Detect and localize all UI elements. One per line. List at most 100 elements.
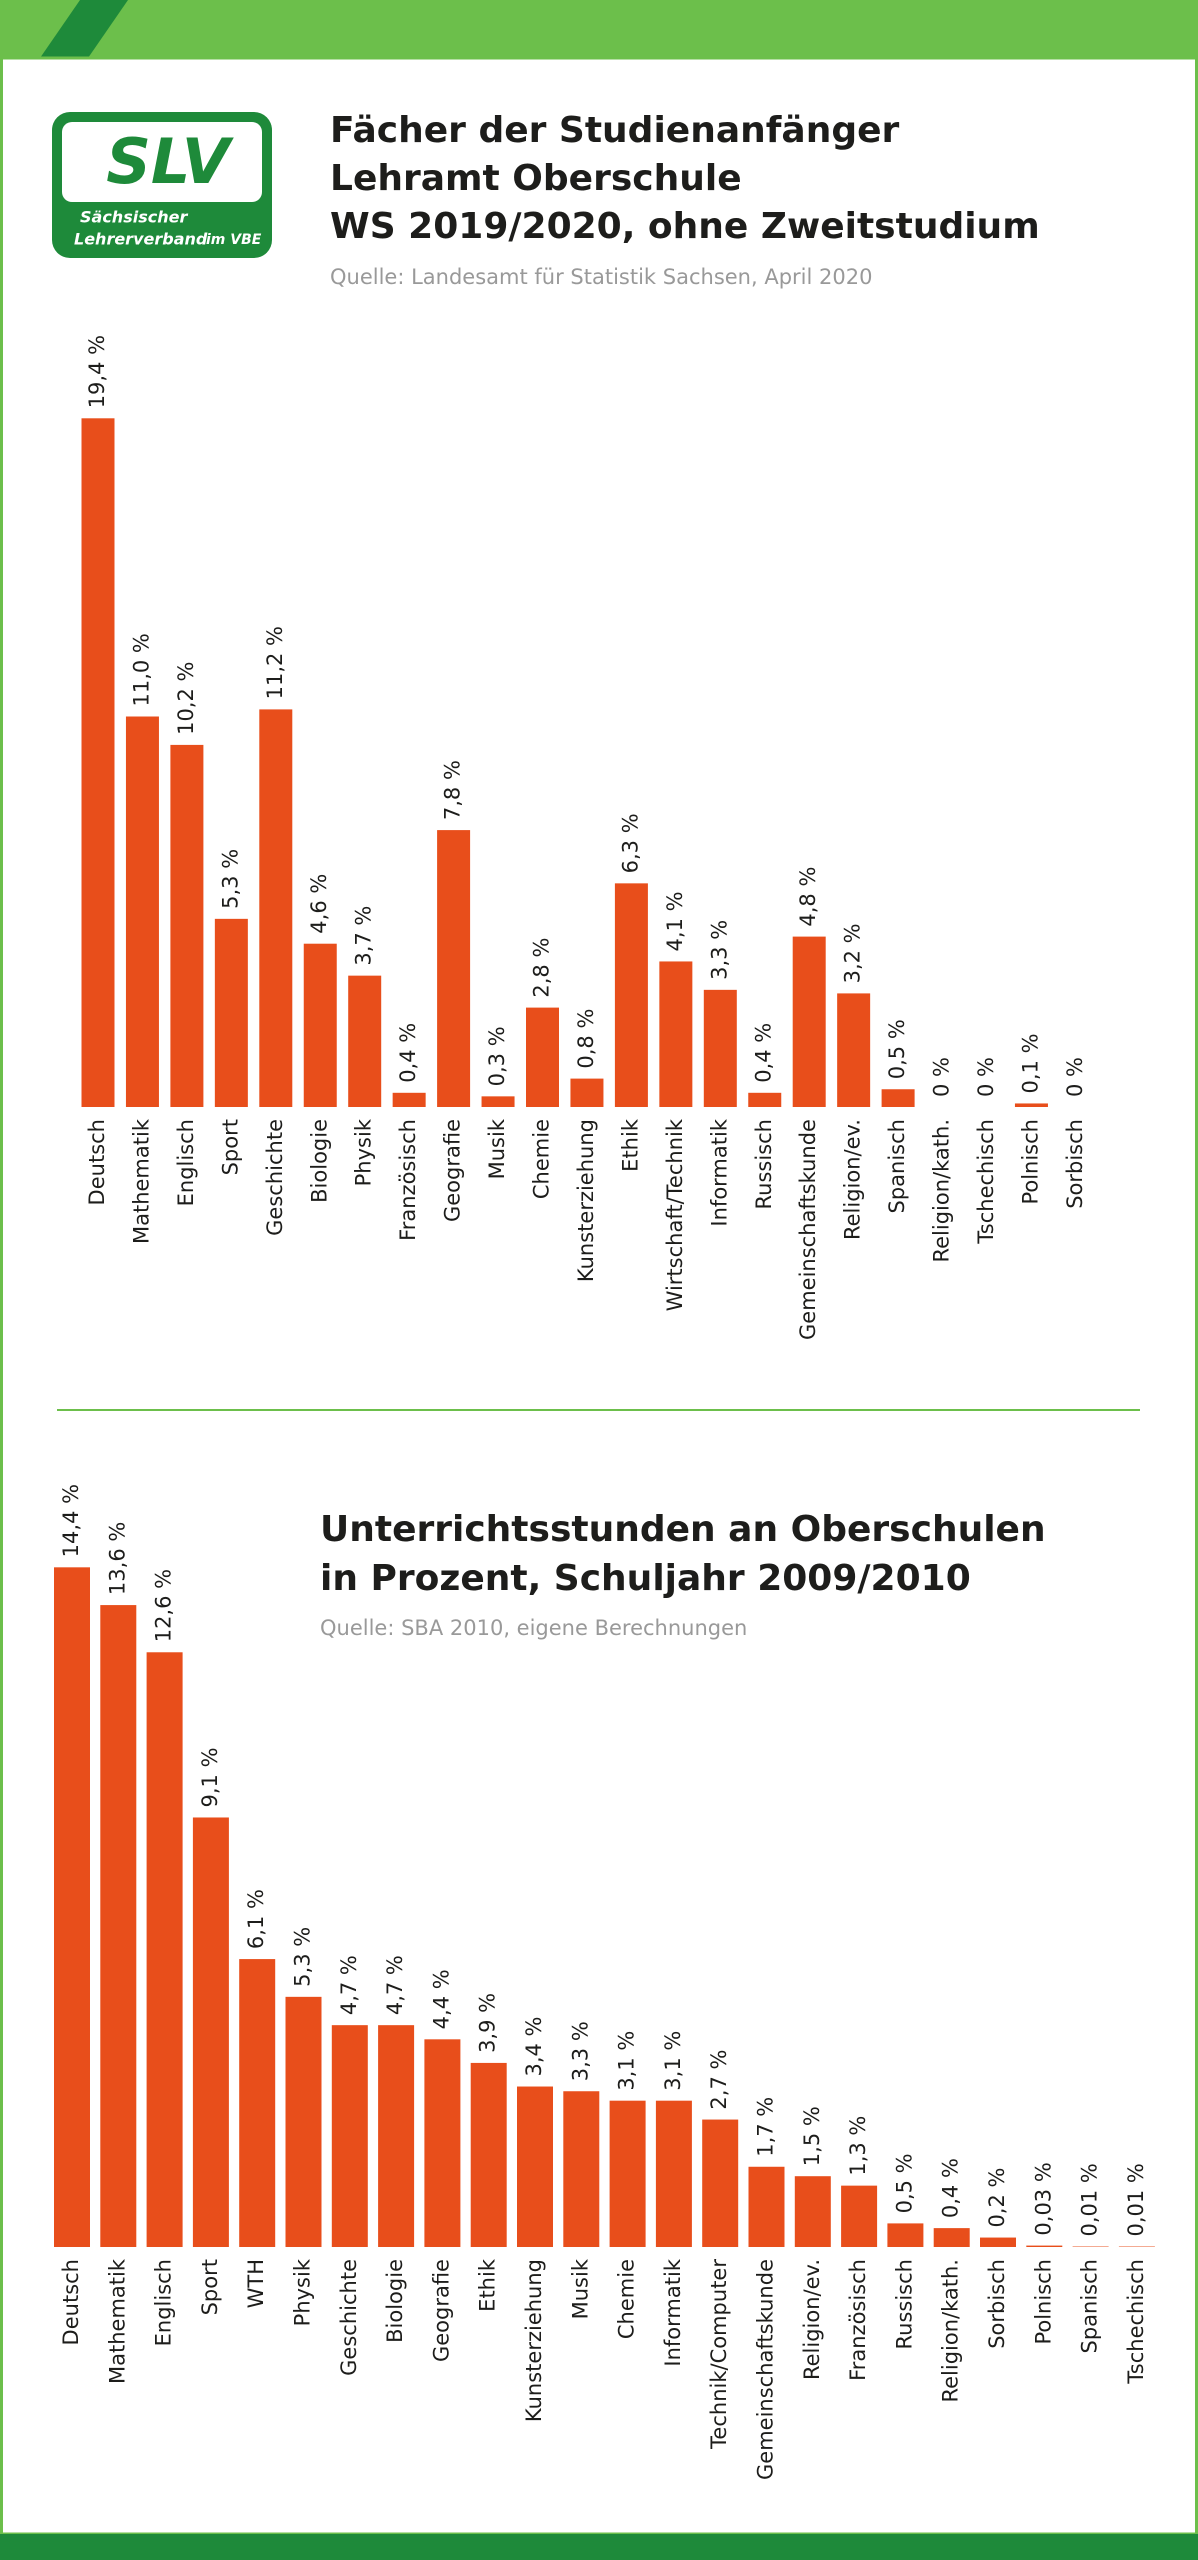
value-label: 0,5 % (885, 1019, 909, 1079)
x-tick-label: Gemeinschaftskunde (754, 2259, 778, 2480)
bar (1014, 1103, 1048, 1107)
bar (841, 2185, 878, 2247)
bar (517, 2086, 553, 2247)
value-label: 0 % (1063, 1057, 1087, 1097)
value-label: 4,7 % (337, 1955, 361, 2015)
bar (748, 1092, 782, 1107)
x-tick-label: Spanisch (1078, 2259, 1102, 2353)
logo-mark: SLV (106, 125, 235, 198)
value-label: 3,7 % (352, 906, 376, 966)
value-label: 7,8 % (441, 760, 465, 820)
bar (881, 1089, 915, 1107)
bar (303, 943, 337, 1107)
bar (331, 2025, 368, 2247)
bar (748, 2166, 785, 2247)
x-tick-label: WTH (244, 2259, 268, 2308)
top-stripe (40, 0, 128, 58)
value-label: 3,3 % (707, 920, 731, 980)
bar (214, 918, 248, 1107)
value-label: 0,03 % (1031, 2162, 1055, 2235)
x-tick-label: Kunsterziehung (522, 2259, 546, 2422)
value-label: 4,1 % (663, 891, 687, 951)
x-tick-label: Russisch (892, 2259, 916, 2349)
x-tick-label: Geschichte (263, 1119, 287, 1236)
bar (659, 961, 693, 1107)
value-label: 0,3 % (485, 1026, 509, 1086)
value-label: 12,6 % (152, 1569, 176, 1642)
bar (81, 418, 115, 1107)
value-label: 0,4 % (939, 2158, 963, 2218)
x-tick-label: Geografie (441, 1119, 465, 1222)
bar (703, 989, 737, 1107)
x-tick-label: Sorbisch (985, 2259, 1009, 2349)
value-label: 0 % (930, 1057, 954, 1097)
bar (239, 1959, 276, 2247)
x-tick-label: Ethik (618, 1118, 642, 1172)
x-tick-label: Musik (568, 2258, 592, 2319)
bar (54, 1567, 90, 2247)
value-label: 4,6 % (307, 874, 331, 934)
x-tick-label: Kunsterziehung (574, 1119, 598, 1282)
bar (794, 2176, 831, 2247)
value-label: 3,9 % (476, 1993, 500, 2053)
value-label: 3,2 % (841, 923, 865, 983)
chart-title: Unterrichtsstunden an Oberschulen (320, 1509, 1046, 1550)
bar (424, 2039, 461, 2247)
value-label: 4,8 % (796, 867, 820, 927)
x-tick-label: Technik/Computer (707, 2259, 731, 2450)
bar (378, 2025, 415, 2247)
x-tick-label: Mathematik (105, 2258, 129, 2384)
bar (470, 2062, 507, 2247)
bar (437, 830, 471, 1107)
value-label: 4,7 % (383, 1955, 407, 2015)
value-label: 0,4 % (752, 1023, 776, 1083)
x-tick-label: Russisch (752, 1119, 776, 1209)
x-tick-label: Englisch (174, 1119, 198, 1206)
chart-title: in Prozent, Schuljahr 2009/2010 (320, 1558, 971, 1599)
bar (285, 1996, 322, 2247)
x-tick-label: Deutsch (59, 2259, 83, 2345)
x-tick-label: Englisch (152, 2259, 176, 2346)
chart-title: Fächer der Studienanfänger (330, 110, 900, 151)
value-label: 1,7 % (754, 2097, 778, 2157)
x-tick-label: Religion/kath. (939, 2259, 963, 2403)
x-tick-label: Ethik (476, 2258, 500, 2312)
logo-text: im VBE (206, 232, 262, 248)
bar (125, 716, 159, 1107)
value-label: 9,1 % (198, 1747, 222, 1807)
x-tick-label: Chemie (615, 2259, 639, 2339)
x-tick-label: Chemie (530, 1119, 554, 1199)
bar (570, 1078, 604, 1107)
chart-title: Lehramt Oberschule (330, 158, 742, 199)
bar (609, 2100, 646, 2247)
bar (702, 2119, 739, 2247)
chart-subtitle: Quelle: Landesamt für Statistik Sachsen,… (330, 265, 872, 289)
x-tick-label: Biologie (307, 1119, 331, 1203)
bar (655, 2100, 692, 2247)
logo-inner (62, 122, 262, 202)
x-tick-label: Französisch (846, 2259, 870, 2381)
x-tick-label: Spanisch (885, 1119, 909, 1213)
value-label: 10,2 % (174, 662, 198, 735)
value-label: 3,3 % (568, 2021, 592, 2081)
value-label: 2,8 % (530, 938, 554, 998)
value-label: 3,4 % (522, 2016, 546, 2076)
logo-text: Sächsischer (80, 208, 188, 227)
value-label: 11,2 % (263, 626, 287, 699)
x-tick-label: Sorbisch (1063, 1119, 1087, 1209)
x-tick-label: Tschechisch (974, 1119, 998, 1245)
value-label: 0,01 % (1124, 2163, 1148, 2236)
value-label: 0 % (974, 1057, 998, 1097)
bar (887, 2223, 924, 2247)
x-tick-label: Mathematik (129, 1118, 153, 1244)
value-label: 0,1 % (1018, 1033, 1042, 1093)
x-tick-label: Tschechisch (1124, 2259, 1148, 2385)
x-tick-label: Deutsch (85, 1119, 109, 1205)
value-label: 13,6 % (105, 1522, 129, 1595)
x-tick-label: Gemeinschaftskunde (796, 1119, 820, 1340)
bar (146, 1652, 183, 2247)
x-tick-label: Physik (352, 1118, 376, 1186)
x-tick-label: Wirtschaft/Technik (663, 1118, 687, 1311)
x-tick-label: Polnisch (1031, 2259, 1055, 2345)
x-tick-label: Musik (485, 1118, 509, 1179)
